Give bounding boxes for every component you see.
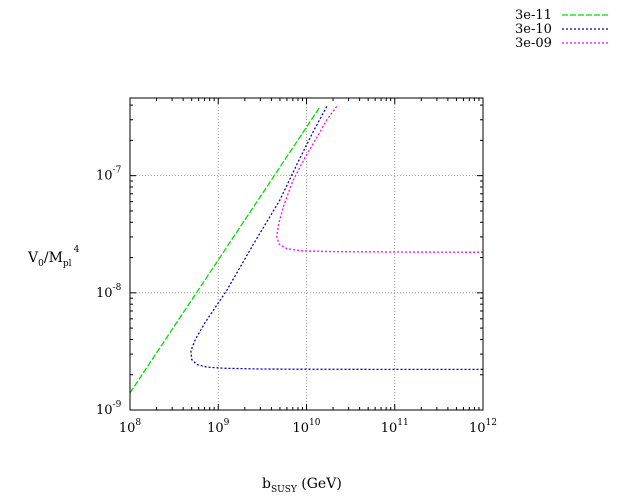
legend-label-0: 3e-11 bbox=[515, 8, 552, 23]
series-lines bbox=[129, 106, 484, 394]
legend-label-2: 3e-09 bbox=[515, 36, 552, 51]
x-tick-label: 108 bbox=[119, 418, 142, 436]
series-line-0 bbox=[129, 107, 320, 394]
y-tick-label: 10-9 bbox=[96, 400, 122, 418]
y-axis-title: V0/Mpl4 bbox=[27, 245, 80, 269]
y-tick-label: 10-8 bbox=[96, 283, 122, 301]
legend-label-1: 3e-10 bbox=[515, 22, 552, 37]
x-axis-title: bSUSY (GeV) bbox=[262, 476, 342, 495]
grid bbox=[130, 98, 483, 410]
x-tick-label: 1011 bbox=[381, 418, 409, 436]
series-line-1 bbox=[190, 106, 483, 371]
y-tick-label: 10-7 bbox=[96, 166, 122, 184]
axis-ticks: 108 109 1010 1011 1012 10-9 10-8 10-7 bbox=[96, 98, 497, 436]
x-tick-label: 109 bbox=[207, 418, 230, 436]
x-tick-label: 1010 bbox=[293, 418, 321, 436]
x-tick-label: 1012 bbox=[469, 418, 497, 436]
series-line-2 bbox=[276, 106, 484, 253]
